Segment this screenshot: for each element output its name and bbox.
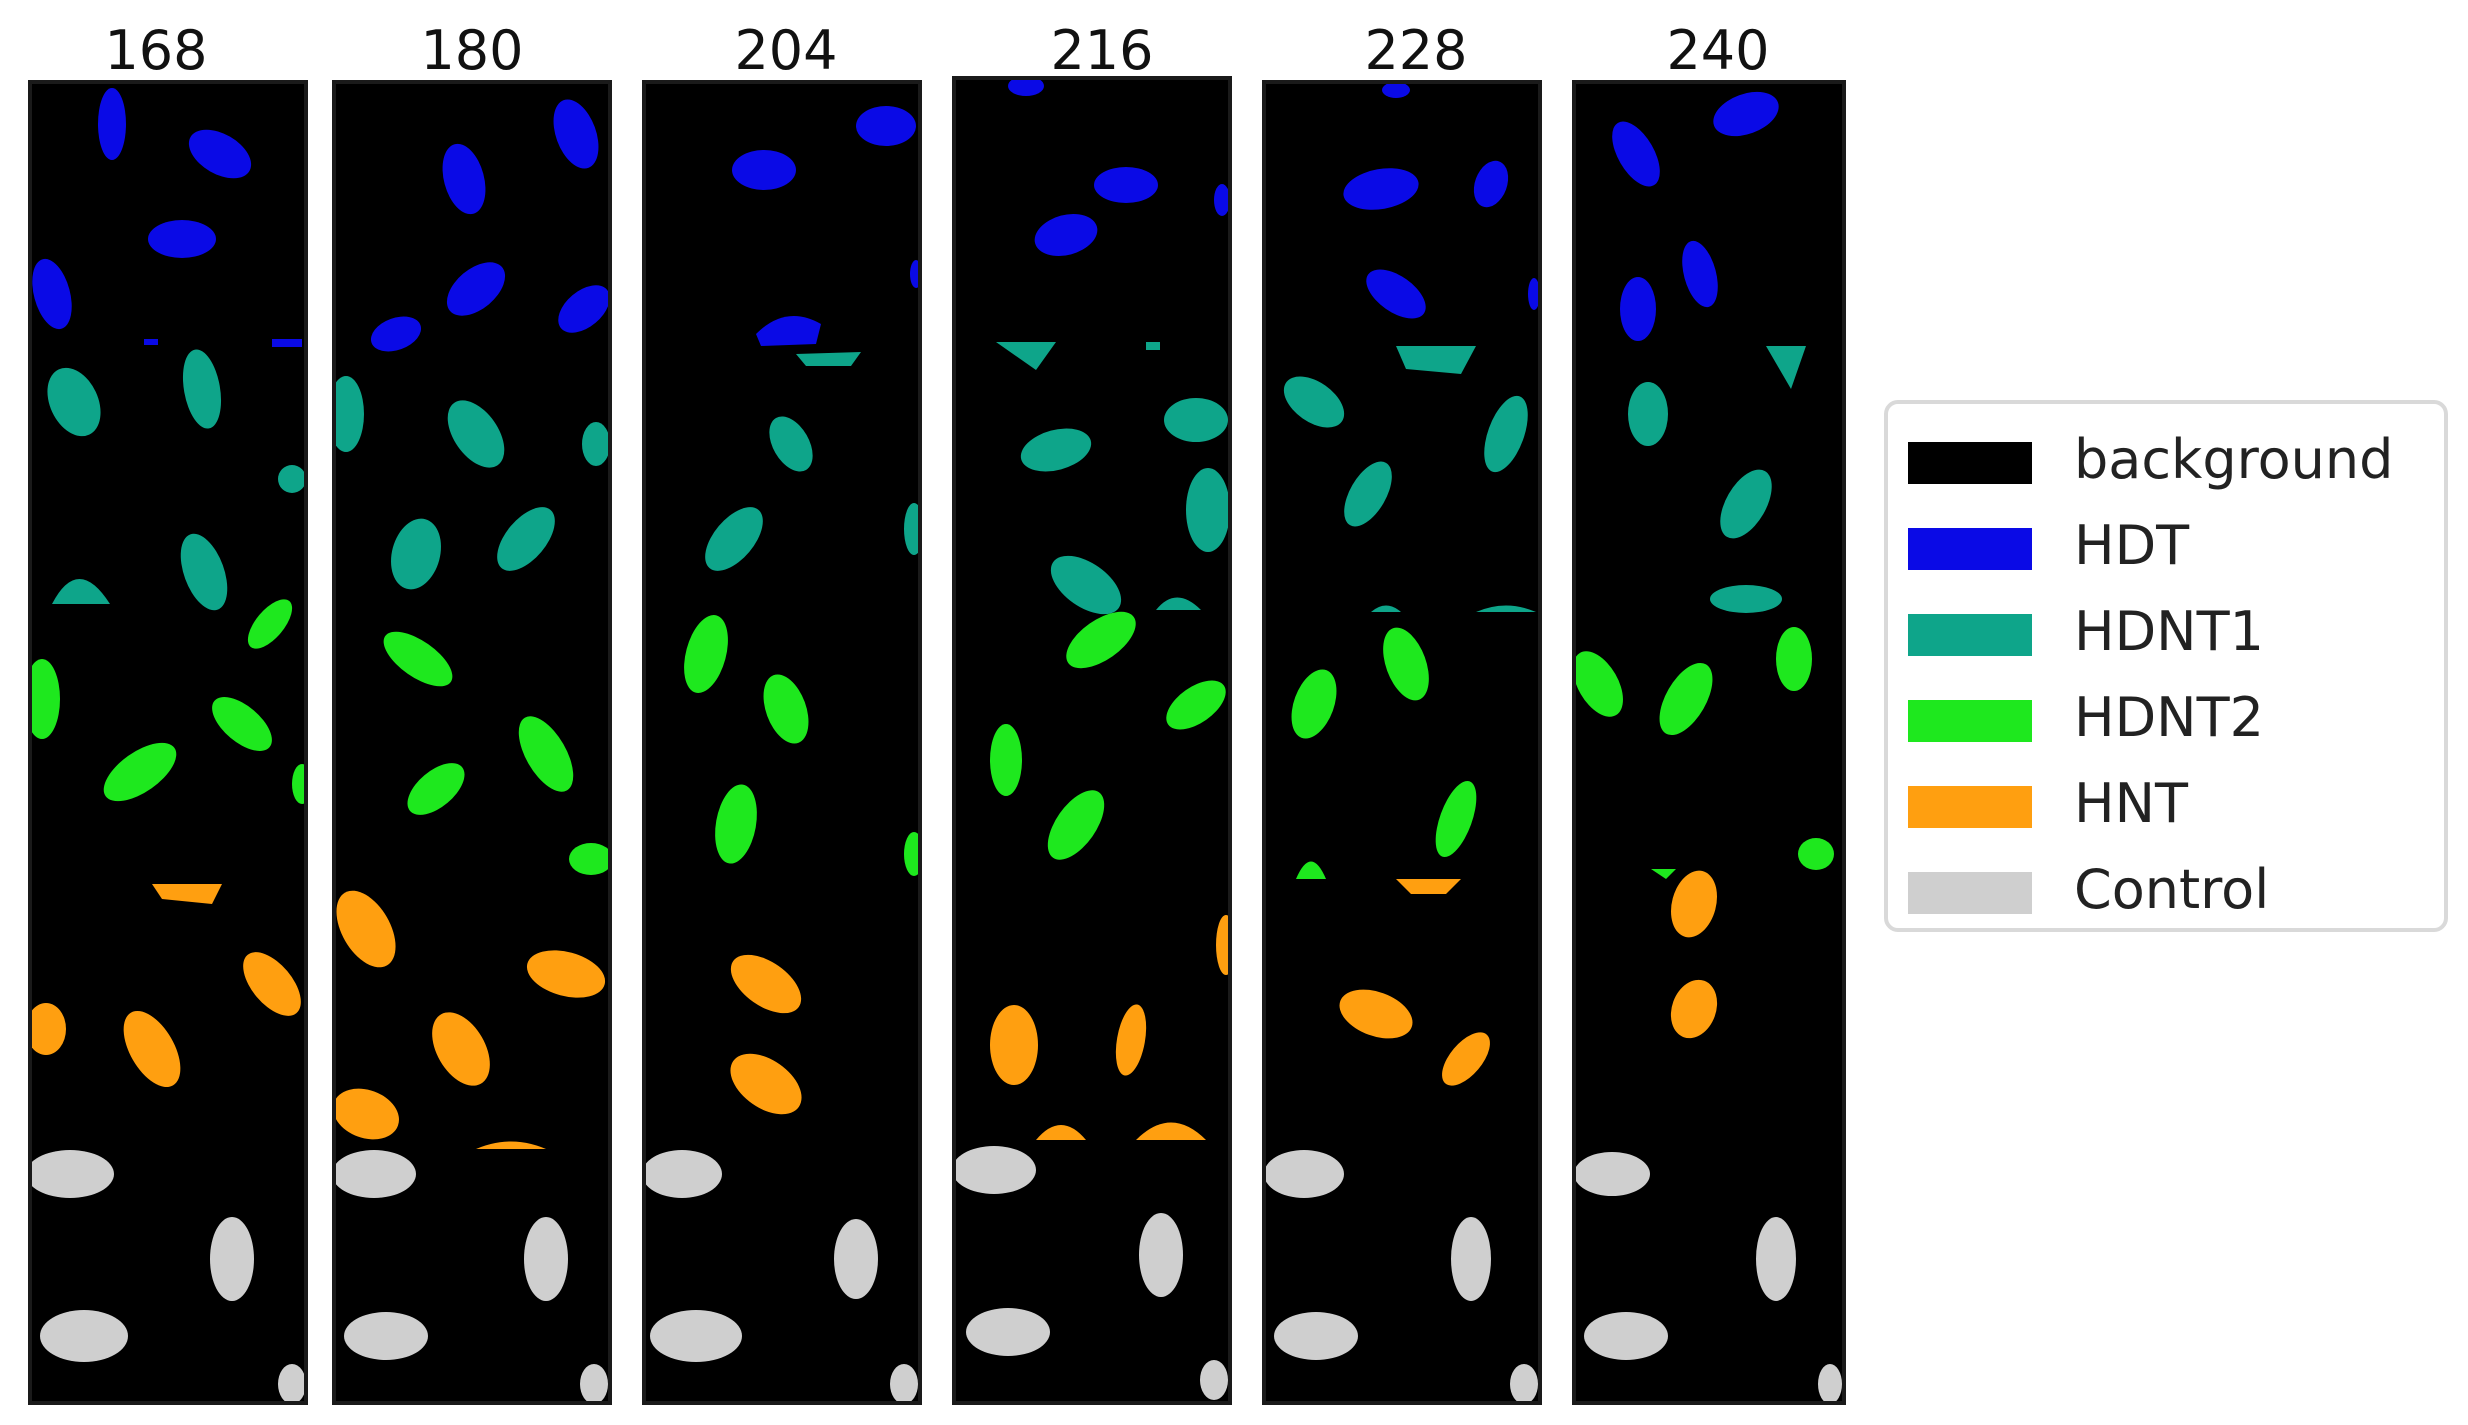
- segmentation-panel-204: [642, 80, 922, 1405]
- legend-swatch: [1908, 442, 2032, 484]
- seed-segmentation-image: [336, 99, 608, 1401]
- segmentation-panel-240: [1572, 80, 1846, 1405]
- seed-segmentation-image: [32, 88, 304, 1401]
- seed-segmentation-image: [956, 80, 1228, 1400]
- legend: background HDT HDNT1 HDNT2 HNT Control: [1884, 400, 2448, 932]
- legend-swatch: [1908, 614, 2032, 656]
- legend-label: background: [2074, 428, 2394, 491]
- panel-title-180: 180: [420, 19, 524, 82]
- seed-segmentation-image: [1576, 91, 1842, 1401]
- seed-segmentation-image: [1266, 84, 1538, 1401]
- legend-item-hdt: HDT: [1888, 516, 2444, 576]
- panel-title-168: 168: [104, 19, 208, 82]
- legend-item-hdnt2: HDNT2: [1888, 688, 2444, 748]
- panel-title-228: 228: [1364, 19, 1468, 82]
- legend-label: Control: [2074, 858, 2270, 921]
- legend-item-control: Control: [1888, 860, 2444, 920]
- legend-item-hdnt1: HDNT1: [1888, 602, 2444, 662]
- segmentation-panel-168: [28, 80, 308, 1405]
- legend-swatch: [1908, 700, 2032, 742]
- panel-title-204: 204: [734, 19, 838, 82]
- legend-swatch: [1908, 786, 2032, 828]
- legend-label: HDT: [2074, 514, 2190, 577]
- segmentation-panel-216: [952, 76, 1232, 1405]
- legend-swatch: [1908, 528, 2032, 570]
- panel-title-240: 240: [1666, 19, 1770, 82]
- seed-segmentation-image: [646, 106, 918, 1401]
- legend-swatch: [1908, 872, 2032, 914]
- segmentation-panel-180: [332, 80, 612, 1405]
- panel-title-216: 216: [1050, 19, 1154, 82]
- legend-label: HNT: [2074, 772, 2188, 835]
- segmentation-panel-228: [1262, 80, 1542, 1405]
- legend-item-background: background: [1888, 430, 2444, 490]
- legend-label: HDNT2: [2074, 686, 2264, 749]
- legend-label: HDNT1: [2074, 600, 2264, 663]
- legend-item-hnt: HNT: [1888, 774, 2444, 834]
